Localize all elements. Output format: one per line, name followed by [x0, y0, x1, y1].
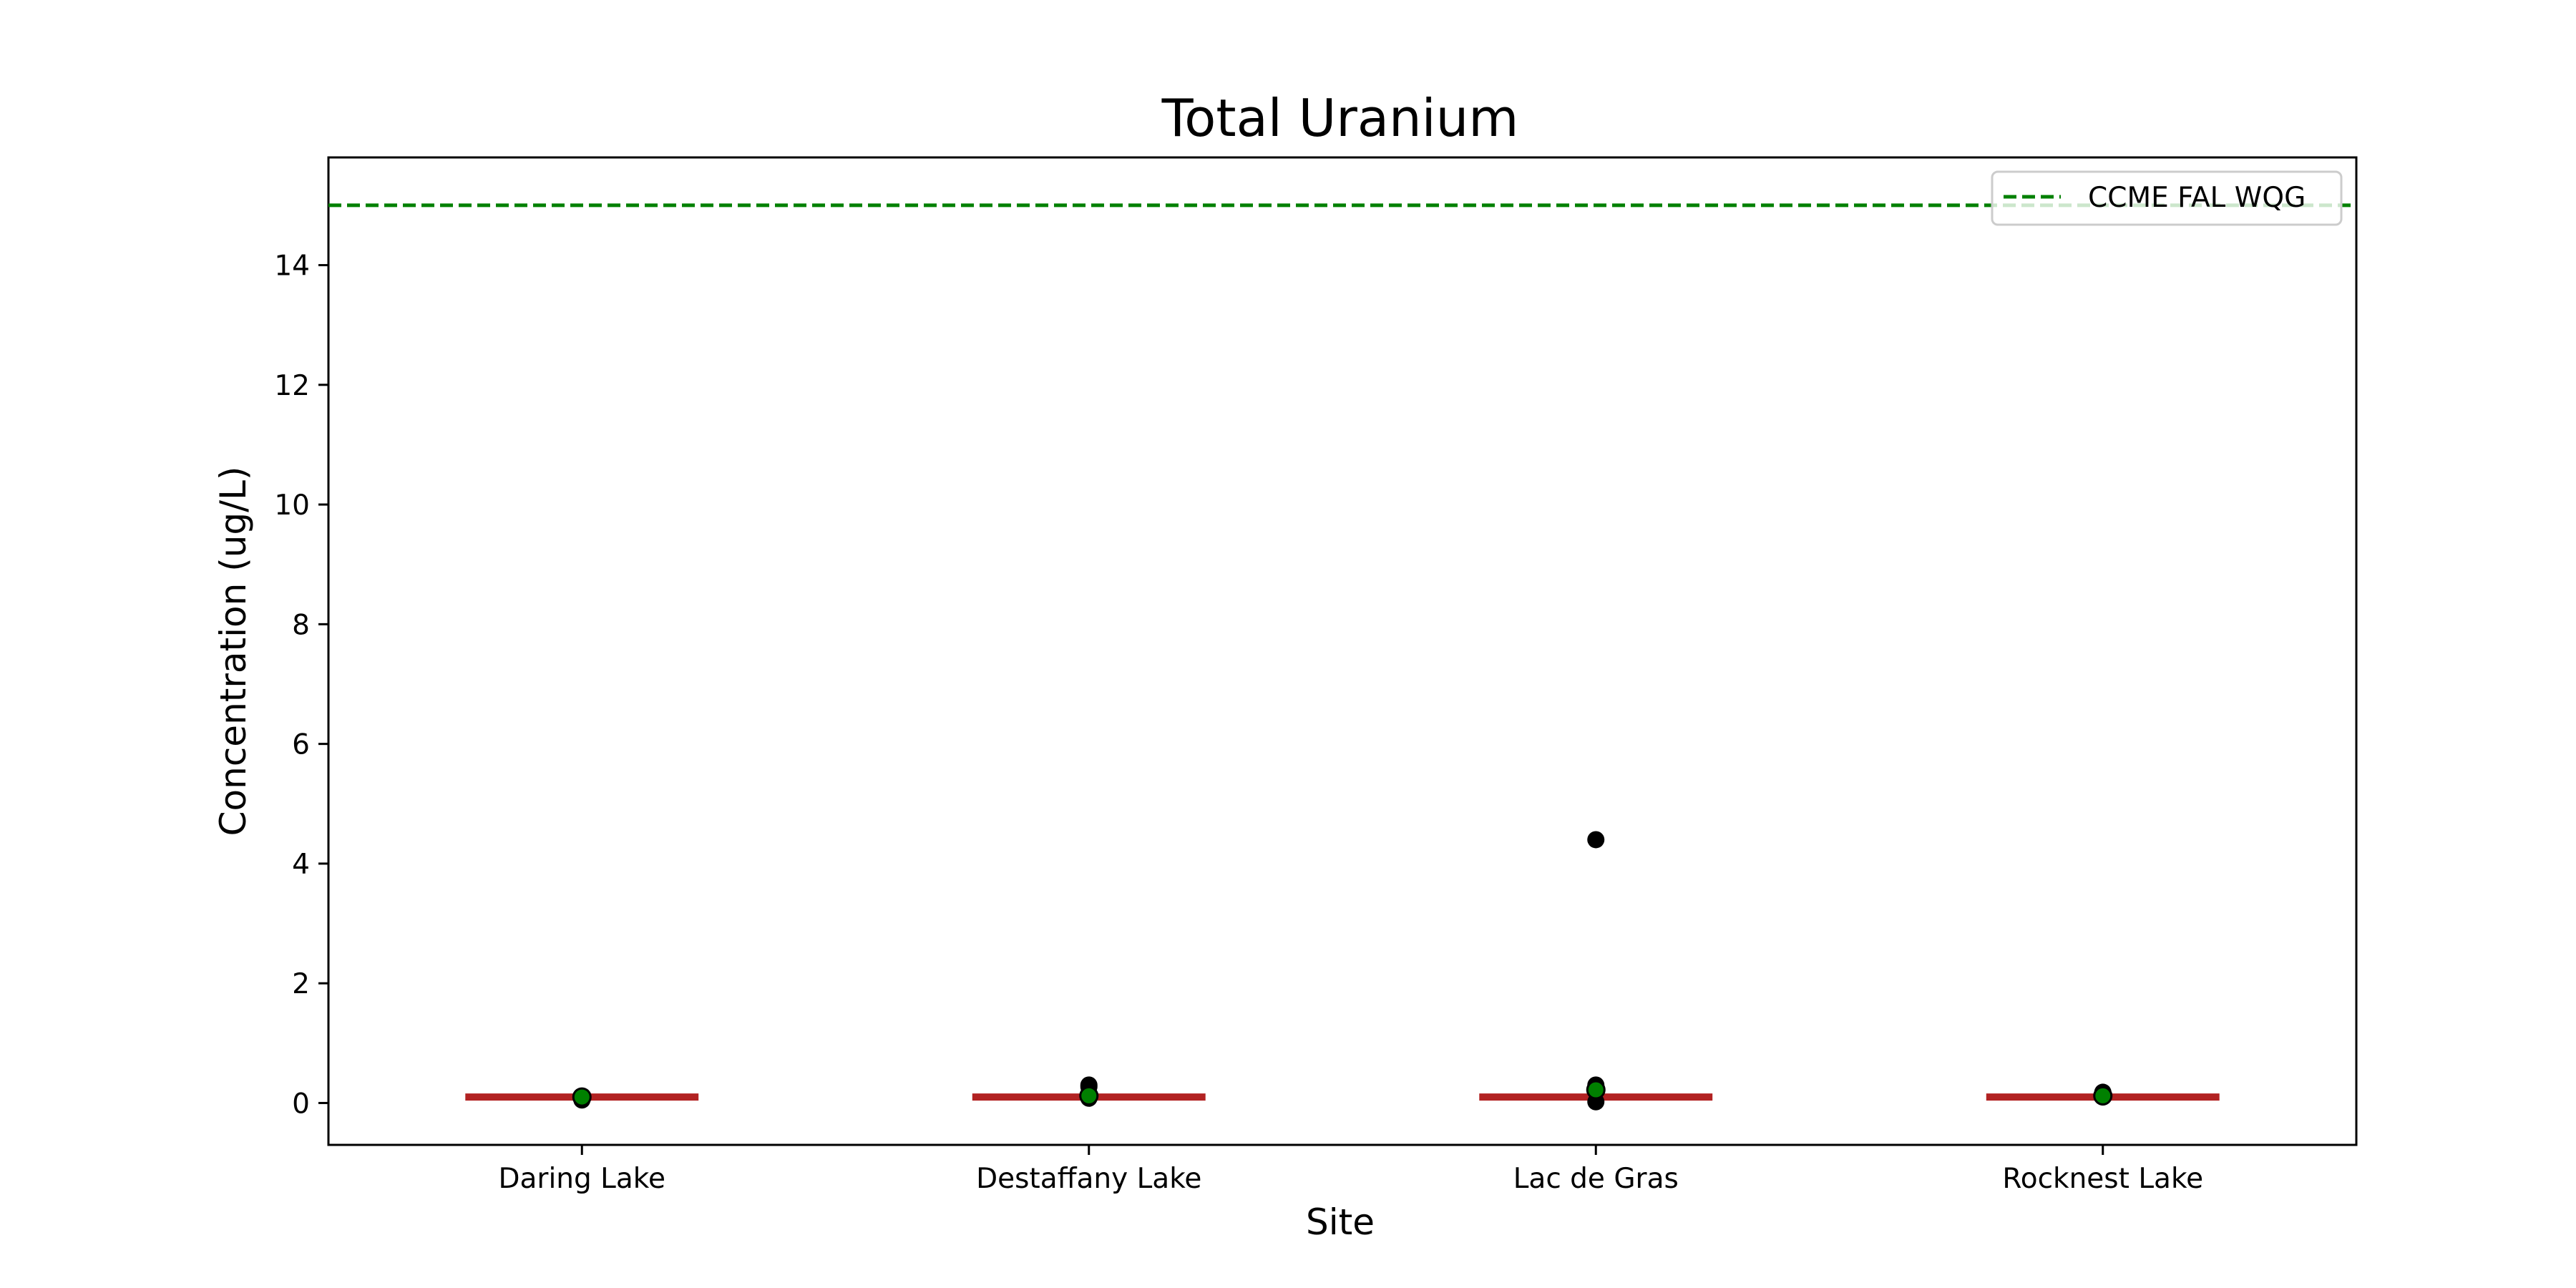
y-tick-label: 10: [274, 489, 310, 522]
legend: CCME FAL WQG: [1991, 170, 2343, 226]
x-axis-label: Site: [1306, 1201, 1375, 1243]
plot-area: 0 2 4 6 8 10 12 14 Daring Lake Destaffany Lake La…: [274, 156, 2358, 1195]
mean-marker-destaffany-lake: [1079, 1085, 1099, 1106]
y-axis-ticks: 0 2 4 6 8 10 12 14: [274, 250, 328, 1120]
y-tick-label: 8: [292, 609, 310, 641]
plot-frame: [327, 156, 2358, 1146]
y-axis-label: Concentration (ug/L): [213, 467, 254, 836]
y-tick-label: 2: [292, 968, 310, 1000]
x-axis-ticks: Daring Lake Destaffany Lake Lac de Gras Roc…: [499, 1145, 2203, 1195]
x-tick-label-daring-lake: Daring Lake: [499, 1163, 666, 1195]
y-tick-label: 6: [292, 729, 310, 761]
y-tick-label: 0: [292, 1088, 310, 1120]
outlier-point-lac-de-gras: [1587, 831, 1605, 849]
mean-marker-rocknest-lake: [2093, 1085, 2113, 1106]
mean-layer: [572, 1080, 2113, 1107]
x-tick-label-rocknest-lake: Rocknest Lake: [2002, 1163, 2203, 1195]
y-tick-label: 12: [274, 370, 310, 402]
chart-title: Total Uranium: [1161, 88, 1519, 148]
legend-box: [1991, 170, 2343, 226]
mean-marker-lac-de-gras: [1586, 1080, 1606, 1100]
x-tick-label-lac-de-gras: Lac de Gras: [1513, 1163, 1679, 1195]
y-tick-label: 14: [274, 250, 310, 283]
mean-marker-daring-lake: [572, 1087, 592, 1107]
x-tick-label-destaffany-lake: Destaffany Lake: [976, 1163, 1201, 1195]
y-tick-label: 4: [292, 849, 310, 881]
legend-label-ccme-fal-wqg: CCME FAL WQG: [2088, 182, 2306, 214]
